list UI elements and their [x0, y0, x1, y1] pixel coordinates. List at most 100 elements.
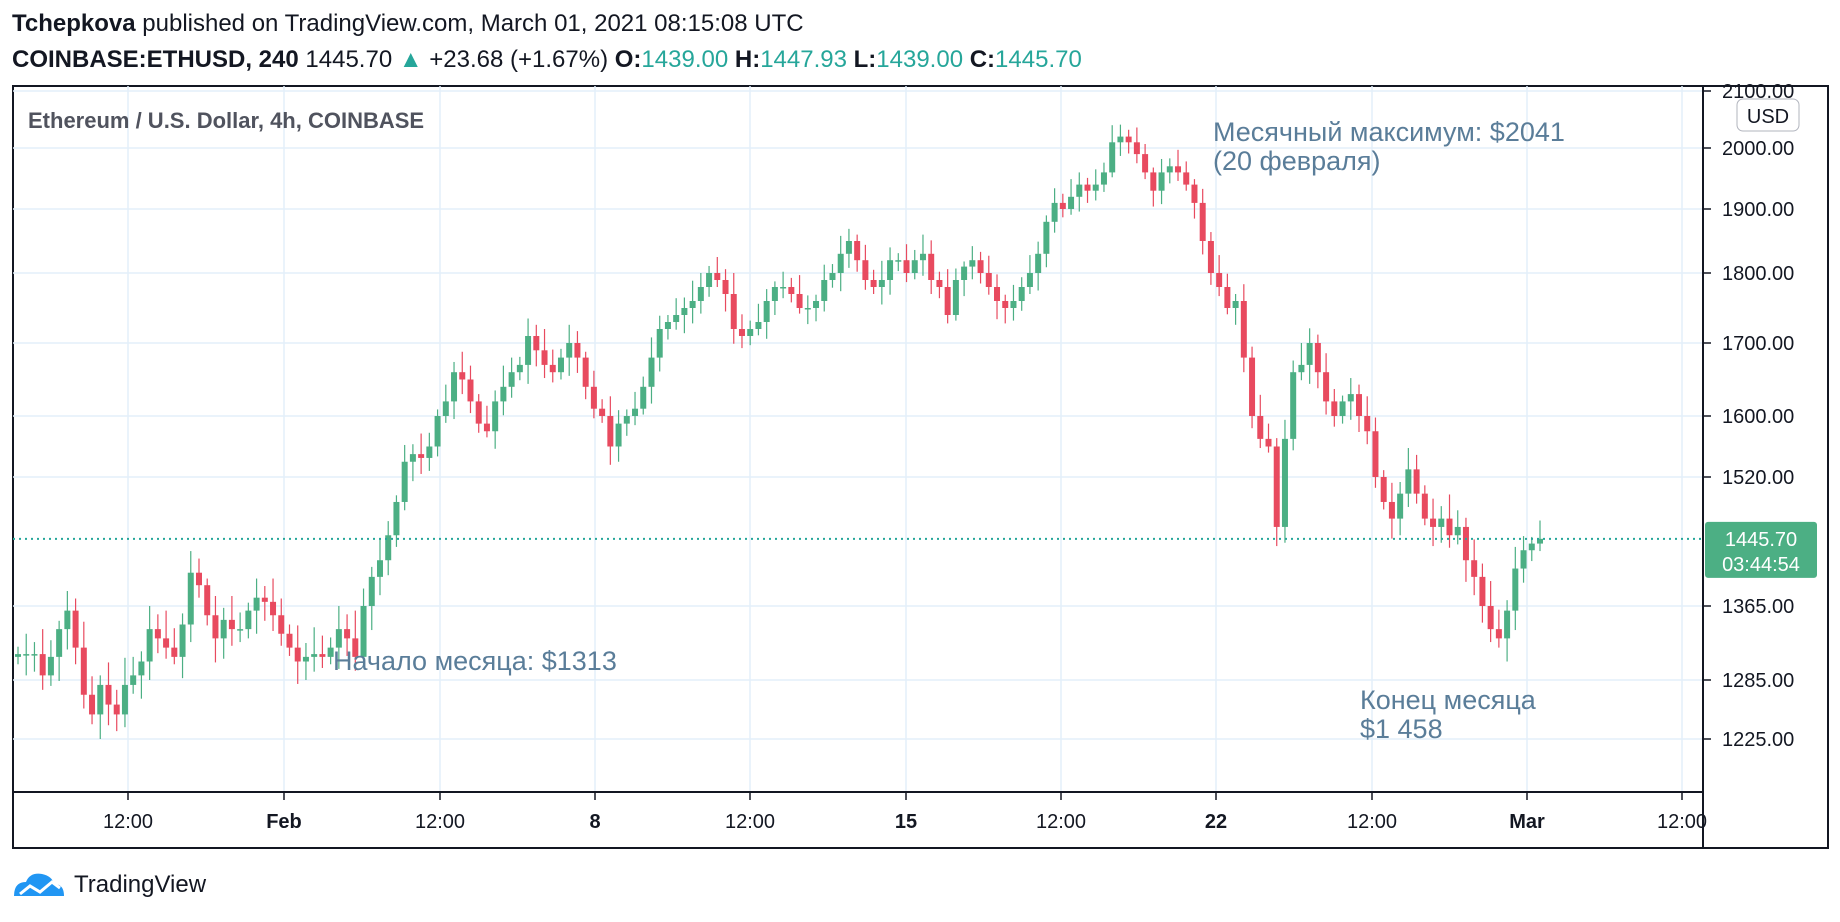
candle-body — [492, 401, 499, 432]
author-name[interactable]: Tchepkova — [12, 10, 136, 37]
close-label: C: — [969, 46, 996, 73]
candle-body — [689, 301, 696, 308]
candle-body — [195, 572, 202, 586]
candle-body — [434, 416, 441, 447]
y-tick-label: 1700.00 — [1722, 333, 1794, 355]
candle-body — [1537, 538, 1543, 544]
currency-badge[interactable] — [1736, 98, 1800, 132]
candle-body — [623, 416, 630, 424]
candle-body — [1405, 469, 1412, 494]
candle-body — [401, 461, 408, 502]
candle-body — [1232, 301, 1239, 308]
close-value: 1445.70 — [995, 46, 1082, 73]
last-price: 1445.70 — [305, 46, 393, 73]
candle-body — [878, 280, 885, 287]
open-value: 1439.00 — [641, 46, 729, 73]
candle-body — [813, 301, 820, 308]
candle-body — [1372, 431, 1379, 477]
candle-body — [1158, 172, 1165, 191]
candle-body — [1471, 560, 1478, 577]
candle-body — [31, 654, 38, 656]
currency-badge-label: USD — [1747, 106, 1789, 128]
candle-body — [1051, 202, 1058, 222]
annotation-monthly-high-line2: (20 февраля) — [1213, 146, 1381, 176]
candle-body — [1018, 287, 1025, 301]
candle-body — [648, 357, 655, 387]
annotation-monthly-high-line1: Месячный максимум: $2041 — [1213, 117, 1565, 147]
candle-body — [335, 629, 342, 648]
candle-body — [1166, 166, 1173, 173]
candle-body — [228, 619, 235, 630]
x-tick-label: 12:00 — [1347, 811, 1397, 833]
candle-body — [500, 386, 507, 402]
x-tick-label: 12:00 — [1036, 811, 1086, 833]
candle-body — [204, 585, 211, 616]
candle-body — [706, 273, 713, 287]
candle-body — [1380, 477, 1387, 502]
candle-body — [1224, 287, 1231, 308]
x-axis-labels: 12:00 Feb 12:00 8 12:00 15 12:00 22 12:00 Mar 12:0… — [103, 792, 1707, 833]
candle-body — [1347, 394, 1354, 402]
candle-body — [1076, 184, 1083, 197]
chart-frame — [12, 85, 1829, 849]
candle-body — [895, 260, 902, 262]
candle-body — [270, 601, 277, 616]
candle-body — [39, 654, 46, 676]
candle-body — [89, 694, 96, 715]
candle-body — [1495, 629, 1502, 639]
candle-body — [376, 560, 383, 577]
candle-body — [1356, 394, 1363, 416]
candle-body — [985, 273, 992, 287]
candle-body — [1216, 273, 1223, 287]
y-axis-labels: 2100.00 2000.00 1900.00 1800.00 1700.00 1600.… — [1703, 81, 1794, 751]
candle-body — [1043, 221, 1050, 254]
tradingview-brand[interactable]: TradingView — [74, 871, 207, 898]
candle-body — [845, 241, 852, 254]
candle-body — [80, 647, 87, 695]
publication-line: Tchepkova published on TradingView.com, … — [12, 8, 1082, 40]
candle-body — [977, 260, 984, 273]
candle-body — [220, 619, 227, 639]
candle-body — [393, 501, 400, 536]
candle-body — [1413, 469, 1420, 494]
grid-layer — [13, 86, 1703, 792]
candle-body — [105, 684, 112, 705]
candle-body — [961, 266, 968, 280]
candle-body — [1331, 401, 1338, 416]
y-tick-label: 1900.00 — [1722, 199, 1794, 221]
candle-body — [837, 253, 844, 273]
candle-body — [352, 638, 359, 657]
candle-body — [418, 454, 425, 458]
x-tick-label: Mar — [1509, 811, 1545, 833]
candle-body — [467, 379, 474, 402]
candle-body — [385, 535, 392, 561]
last-price-tag-price: 1445.70 — [1725, 529, 1797, 551]
candle-body — [936, 280, 943, 287]
annotation-month-end-line1: Конец месяца — [1360, 685, 1537, 715]
candle-body — [1290, 372, 1297, 439]
high-label: H: — [734, 46, 761, 73]
tradingview-logo-icon[interactable] — [12, 870, 66, 900]
candle-body — [187, 572, 194, 625]
candle-body — [862, 260, 869, 280]
candle-body — [1273, 446, 1280, 527]
candle-body — [1257, 416, 1264, 439]
candle-body — [311, 654, 318, 657]
candle-body — [796, 294, 803, 308]
candle-body — [557, 357, 564, 373]
x-tick-label: 12:00 — [103, 811, 153, 833]
candle-body — [1314, 343, 1321, 373]
candle-body — [1462, 526, 1469, 561]
candle-body — [1364, 416, 1371, 432]
candle-body — [212, 615, 219, 639]
candle-body — [138, 661, 145, 676]
candle-body — [1487, 606, 1494, 630]
x-tick-label: 12:00 — [415, 811, 465, 833]
candle-body — [302, 656, 309, 662]
candle-body — [1125, 136, 1132, 143]
candle-body — [566, 343, 573, 358]
candle-body — [154, 629, 161, 639]
candle-body — [1240, 301, 1247, 358]
candle-body — [179, 624, 186, 657]
